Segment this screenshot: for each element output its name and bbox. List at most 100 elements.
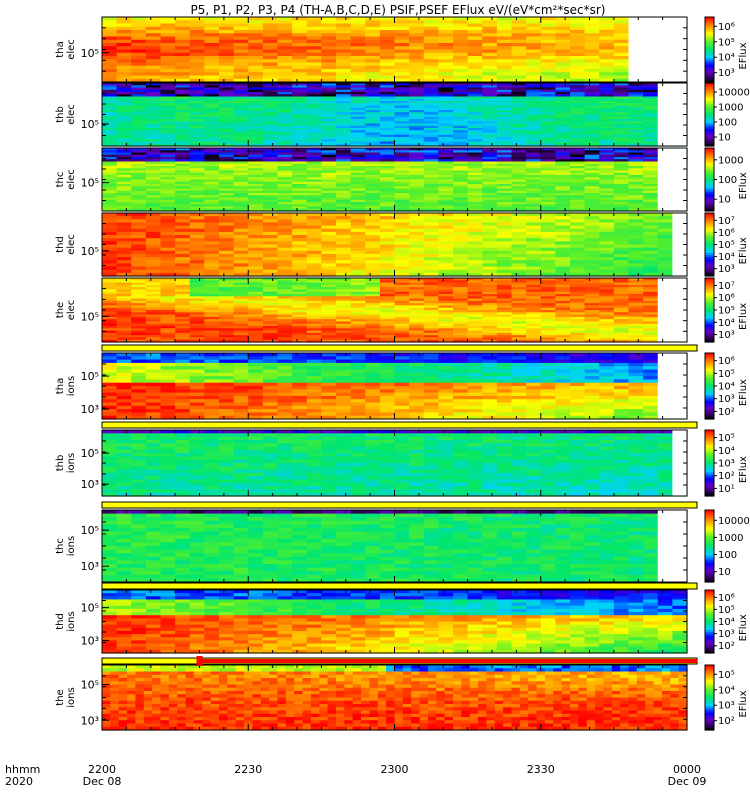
cell — [570, 247, 586, 252]
cell — [394, 175, 410, 178]
cell — [277, 62, 293, 67]
cell — [511, 114, 527, 118]
cell — [116, 204, 132, 208]
cell — [145, 123, 162, 127]
cell — [467, 123, 483, 127]
cell — [482, 213, 498, 217]
cell — [277, 278, 293, 281]
cell — [204, 36, 220, 41]
cell — [189, 130, 205, 134]
cell — [540, 83, 556, 86]
cell — [599, 238, 615, 242]
cell — [540, 132, 556, 136]
cell — [643, 159, 659, 163]
cell — [511, 172, 527, 176]
cell — [189, 98, 205, 102]
cell — [438, 94, 454, 98]
cell — [131, 130, 147, 134]
cell — [438, 186, 454, 190]
cell — [570, 87, 586, 91]
cell — [292, 303, 308, 307]
cell — [599, 119, 615, 122]
cell — [365, 161, 381, 165]
cell — [482, 103, 498, 107]
cell — [613, 139, 630, 143]
cell — [102, 26, 118, 31]
cell — [116, 247, 132, 252]
cell — [219, 216, 235, 220]
cell — [350, 39, 366, 44]
cell — [482, 75, 498, 80]
cell — [350, 107, 366, 111]
cell — [219, 235, 235, 239]
cell — [248, 157, 264, 160]
cell — [292, 204, 308, 208]
cell — [409, 319, 425, 323]
cell — [160, 65, 176, 70]
cell — [526, 59, 542, 64]
cell — [131, 168, 147, 172]
cell — [467, 56, 483, 60]
cell — [599, 85, 615, 89]
cell — [613, 110, 630, 113]
cell — [219, 186, 235, 190]
cell — [233, 190, 249, 194]
cell — [336, 49, 352, 54]
cell — [657, 250, 673, 255]
cell — [350, 75, 366, 80]
cell — [453, 148, 469, 151]
cell — [204, 337, 220, 341]
cell — [540, 101, 556, 104]
cell — [336, 241, 352, 246]
cell — [102, 110, 118, 113]
colorbar-tick-label: 10000 — [718, 88, 750, 99]
cell — [262, 282, 279, 286]
cell — [248, 266, 264, 271]
cell — [219, 272, 235, 277]
cell — [116, 184, 132, 187]
cell — [219, 287, 235, 291]
cell — [350, 112, 366, 116]
cell — [131, 20, 147, 25]
colorbar-title: EFlux — [738, 172, 749, 199]
colorbar-segment — [705, 58, 714, 61]
cell — [262, 170, 279, 174]
cell — [350, 103, 366, 107]
cell — [204, 49, 220, 54]
cell — [336, 225, 352, 230]
cell — [336, 278, 352, 281]
cell — [467, 137, 483, 140]
cell — [292, 39, 308, 44]
cell — [219, 112, 235, 116]
cell — [379, 116, 396, 120]
cell — [555, 141, 571, 145]
cell — [394, 287, 410, 291]
cell — [423, 228, 439, 233]
cell — [116, 134, 132, 138]
cell — [175, 128, 191, 131]
cell — [379, 179, 396, 183]
cell — [453, 206, 469, 210]
cell — [189, 123, 205, 127]
cell — [160, 206, 176, 210]
cell — [306, 20, 322, 25]
cell — [160, 92, 176, 95]
cell — [189, 85, 205, 89]
cell — [116, 130, 132, 134]
cell — [248, 272, 264, 277]
cell — [511, 241, 527, 246]
cell — [628, 216, 644, 220]
cell — [526, 112, 542, 116]
cell — [175, 269, 191, 274]
cell — [116, 119, 132, 122]
cell — [570, 92, 586, 95]
cell — [116, 260, 132, 264]
cell — [555, 231, 571, 236]
cell — [379, 103, 396, 107]
cell — [189, 197, 205, 201]
cell — [496, 257, 513, 261]
cell — [131, 43, 147, 47]
cell — [438, 78, 454, 83]
cell — [175, 23, 191, 28]
cell — [336, 30, 352, 34]
